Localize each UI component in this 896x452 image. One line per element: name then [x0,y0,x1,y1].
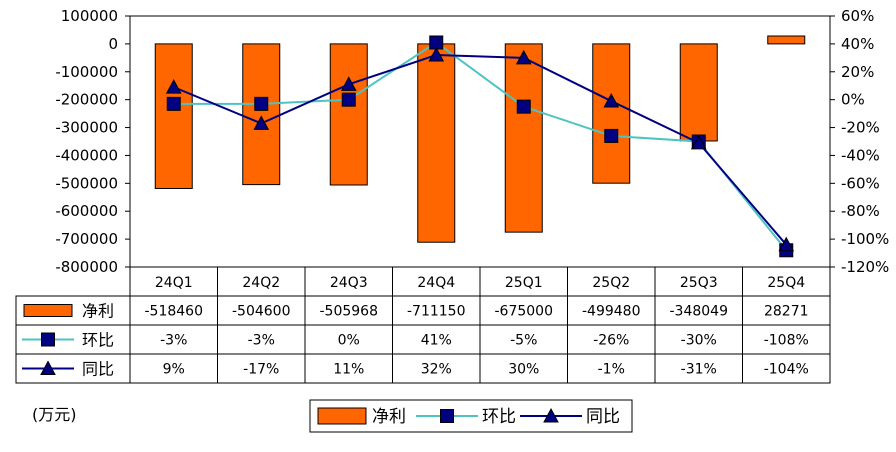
table-cell-环比-24Q1: -3% [160,333,187,349]
table-key-marker-huanbi [41,332,55,347]
bar-25Q4 [767,35,806,45]
category-label-25Q1: 25Q1 [505,275,543,291]
table-cell-同比-24Q4: 32% [421,362,452,378]
table-row-label-净利: 净利 [82,302,114,321]
table-cell-净利-24Q1: -518460 [145,304,204,320]
table-cell-净利-25Q2: -499480 [582,304,641,320]
bar-24Q4 [417,43,456,243]
table-key-marker-tongbi [40,360,56,375]
table-cell-环比-25Q4: -108% [764,333,809,349]
right-axis-tick-label: -60% [841,174,880,192]
table-cell-净利-24Q3: -505968 [320,304,379,320]
right-axis-tick-label: -40% [841,146,880,164]
left-axis-tick-label: -300000 [55,119,118,137]
tongbi-line [173,54,788,246]
left-axis-tick-label: -100000 [55,63,118,81]
right-axis-tick-label: 40% [841,35,874,53]
huanbi-point-24Q1 [166,96,181,111]
bar-25Q2 [592,43,631,184]
tongbi-point-24Q3 [340,76,357,91]
huanbi-point-25Q1 [516,99,531,114]
right-axis-tick-label: 0% [841,91,865,109]
unit-label: (万元) [32,405,77,424]
category-label-24Q2: 24Q2 [242,275,280,291]
huanbi-point-24Q3 [341,92,356,107]
category-label-24Q1: 24Q1 [155,275,193,291]
table-cell-同比-25Q4: -104% [764,362,809,378]
left-axis-tick-label: -500000 [55,174,118,192]
tongbi-point-25Q2 [603,93,620,108]
table-cell-同比-24Q1: 9% [163,362,185,378]
huanbi-point-25Q2 [604,128,619,143]
left-axis-tick-label: -800000 [55,258,118,276]
category-label-25Q2: 25Q2 [592,275,630,291]
left-axis-tick-label: -400000 [55,146,118,164]
table-cell-同比-24Q2: -17% [243,362,279,378]
right-axis-tick-label: -120% [841,258,889,276]
table-cell-环比-25Q2: -26% [593,333,629,349]
legend-key-marker-huanbi [440,409,454,423]
left-axis-tick-label: -700000 [55,230,118,248]
table-cell-同比-25Q2: -1% [598,362,625,378]
category-label-25Q3: 25Q3 [680,275,718,291]
left-axis-tick-label: 100000 [61,7,118,25]
table-cell-环比-25Q3: -30% [681,333,717,349]
tongbi-point-25Q1 [515,49,532,65]
plot-area [129,15,831,268]
left-axis-tick-label: -600000 [55,202,118,220]
left-axis-tick-label: -200000 [55,91,118,109]
table-cell-环比-24Q2: -3% [248,333,275,349]
category-label-24Q3: 24Q3 [330,275,368,291]
legend-label-tongbi: 同比 [586,407,620,427]
right-axis-tick-label: 60% [841,7,874,25]
tongbi-point-24Q1 [165,79,182,94]
table-cell-净利-25Q3: -348049 [670,304,729,320]
tongbi-point-24Q2 [253,115,270,130]
bar-24Q2 [242,43,281,186]
table-cell-环比-24Q3: 0% [338,333,360,349]
right-axis-tick-label: -100% [841,230,889,248]
legend-label-jingli: 净利 [372,407,406,427]
right-axis-tick-label: 20% [841,63,874,81]
bar-24Q1 [154,43,193,189]
table-cell-净利-24Q2: -504600 [232,304,291,320]
huanbi-line [173,41,788,251]
table-cell-同比-25Q1: 30% [508,362,539,378]
bar-25Q1 [504,43,543,233]
table-key-jingli [23,304,73,317]
legend-key-marker-tongbi [543,407,559,423]
right-axis-tick-label: -80% [841,202,880,220]
legend-key-jingli [317,407,367,425]
table-cell-净利-24Q4: -711150 [407,304,466,320]
table-row-label-环比: 环比 [82,331,114,350]
table-cell-环比-25Q1: -5% [510,333,537,349]
table-row-label-同比: 同比 [82,360,114,379]
tongbi-point-25Q4 [778,236,795,252]
table-cell-环比-24Q4: 41% [421,333,452,349]
tongbi-point-25Q3 [690,134,707,150]
left-axis-tick-label: 0 [108,35,118,53]
tongbi-point-24Q4 [428,46,445,62]
category-label-25Q4: 25Q4 [767,275,805,291]
table-cell-净利-25Q4: 28271 [764,304,809,320]
table-cell-净利-25Q1: -675000 [495,304,554,320]
huanbi-point-24Q2 [254,96,269,111]
category-label-24Q4: 24Q4 [417,275,455,291]
legend-label-huanbi: 环比 [482,407,516,427]
table-cell-同比-25Q3: -31% [681,362,717,378]
bar-25Q3 [679,43,718,142]
bar-24Q3 [329,43,368,186]
right-axis-tick-label: -20% [841,119,880,137]
table-cell-同比-24Q3: 11% [333,362,364,378]
